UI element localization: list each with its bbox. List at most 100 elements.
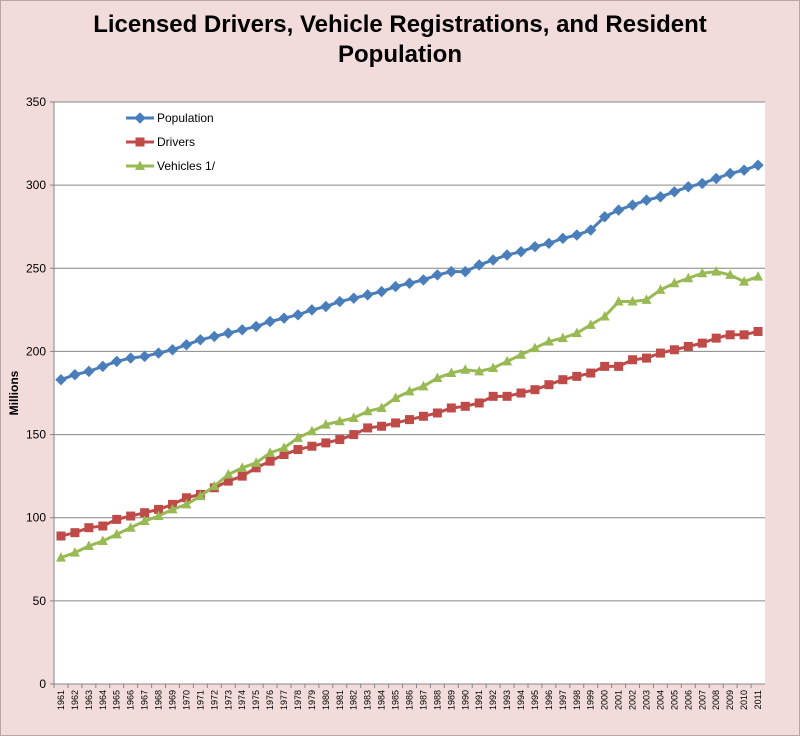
data-point-drivers — [558, 375, 568, 385]
data-point-population — [194, 334, 207, 346]
x-tick-label: 2007 — [697, 690, 707, 710]
x-tick-label: 1968 — [154, 690, 164, 710]
data-point-drivers — [279, 450, 289, 460]
y-tick-label: 300 — [26, 178, 46, 192]
data-point-vehicles-1 — [195, 490, 206, 501]
data-point-vehicles-1 — [111, 528, 122, 539]
data-point-drivers — [572, 371, 582, 381]
data-point-population — [180, 339, 193, 351]
data-point-population — [668, 186, 681, 198]
data-point-drivers — [237, 471, 247, 481]
data-point-vehicles-1 — [669, 277, 680, 288]
data-point-population — [124, 352, 137, 364]
x-tick-label: 1990 — [460, 690, 470, 710]
x-tick-label: 1985 — [391, 690, 401, 710]
data-point-vehicles-1 — [418, 380, 429, 391]
x-tick-label: 1984 — [377, 690, 387, 710]
x-tick-label: 1969 — [168, 690, 178, 710]
data-point-population — [445, 265, 458, 278]
data-point-vehicles-1 — [585, 319, 596, 329]
data-point-vehicles-1 — [223, 468, 234, 479]
data-point-population — [222, 327, 234, 339]
x-tick-label: 1999 — [586, 690, 596, 710]
x-tick-label: 1964 — [98, 690, 108, 710]
data-point-vehicles-1 — [529, 342, 540, 353]
data-point-population — [710, 172, 722, 185]
data-point-drivers — [181, 493, 191, 503]
x-tick-label: 1989 — [446, 690, 456, 710]
data-point-population — [543, 237, 555, 250]
data-point-vehicles-1 — [292, 432, 303, 442]
data-point-vehicles-1 — [404, 385, 415, 396]
data-point-population — [752, 159, 764, 171]
data-point-population — [682, 181, 695, 193]
x-tick-label: 1981 — [335, 690, 345, 710]
data-point-population — [529, 240, 541, 253]
data-point-drivers — [56, 531, 66, 541]
x-tick-label: 1966 — [126, 690, 136, 710]
data-point-population — [515, 245, 527, 258]
data-point-population — [361, 289, 374, 301]
data-point-vehicles-1 — [697, 267, 708, 278]
axes — [53, 102, 765, 685]
legend-label: Vehicles 1/ — [157, 159, 216, 173]
y-tick-label: 250 — [26, 261, 46, 275]
data-point-drivers — [460, 401, 470, 411]
data-point-population — [473, 259, 485, 271]
x-tick-label: 1977 — [279, 690, 289, 710]
data-point-drivers — [363, 423, 373, 433]
y-tick-label: 350 — [26, 95, 46, 109]
data-point-drivers — [697, 338, 707, 348]
x-tick-label: 1996 — [544, 690, 554, 710]
data-point-drivers — [530, 385, 540, 395]
data-point-vehicles-1 — [613, 296, 624, 306]
data-point-vehicles-1 — [181, 498, 192, 509]
data-point-population — [292, 309, 304, 321]
data-point-drivers — [391, 418, 401, 428]
data-point-population — [724, 167, 736, 180]
data-point-population — [250, 320, 262, 333]
data-point-population — [348, 292, 360, 304]
data-point-vehicles-1 — [167, 503, 178, 514]
data-point-drivers — [265, 456, 275, 466]
legend-item-vehicles-1: Vehicles 1/ — [126, 159, 216, 173]
x-tick-label: 1979 — [307, 690, 317, 710]
data-point-population — [83, 365, 95, 378]
data-point-population — [738, 164, 750, 176]
data-point-population — [55, 373, 67, 386]
data-point-drivers — [335, 435, 345, 445]
data-point-drivers — [321, 438, 331, 448]
data-point-drivers — [377, 421, 387, 431]
data-point-drivers — [432, 408, 442, 418]
data-point-vehicles-1 — [446, 367, 457, 378]
x-tick-label: 2008 — [711, 690, 721, 710]
x-tick-label: 1971 — [195, 690, 205, 710]
chart-title: Licensed Drivers, Vehicle Registrations,… — [0, 10, 800, 70]
data-point-vehicles-1 — [265, 447, 276, 457]
data-point-drivers — [614, 361, 624, 371]
data-point-vehicles-1 — [753, 271, 764, 281]
y-axis-tick-labels: 0 50 100 150 200 250 300 350 — [26, 95, 54, 691]
data-point-population — [501, 249, 513, 261]
x-tick-label: 2004 — [655, 690, 665, 710]
data-point-vehicles-1 — [237, 462, 248, 472]
data-point-population — [612, 204, 625, 216]
data-point-vehicles-1 — [655, 284, 666, 294]
data-point-drivers — [502, 391, 512, 401]
data-point-population — [557, 232, 569, 245]
data-point-vehicles-1 — [348, 412, 359, 422]
data-point-drivers — [600, 361, 610, 371]
data-point-drivers — [655, 348, 665, 358]
x-tick-label: 2001 — [614, 690, 624, 710]
data-point-population — [152, 347, 165, 359]
data-point-drivers — [739, 330, 749, 340]
data-point-drivers — [753, 326, 763, 336]
x-tick-label: 2002 — [628, 690, 638, 710]
series-drivers — [56, 326, 763, 541]
data-point-drivers — [251, 463, 261, 473]
data-point-drivers — [488, 391, 498, 401]
x-tick-label: 1986 — [405, 690, 415, 710]
y-tick-label: 150 — [26, 428, 46, 442]
data-point-vehicles-1 — [125, 522, 136, 532]
data-point-drivers — [112, 514, 122, 524]
